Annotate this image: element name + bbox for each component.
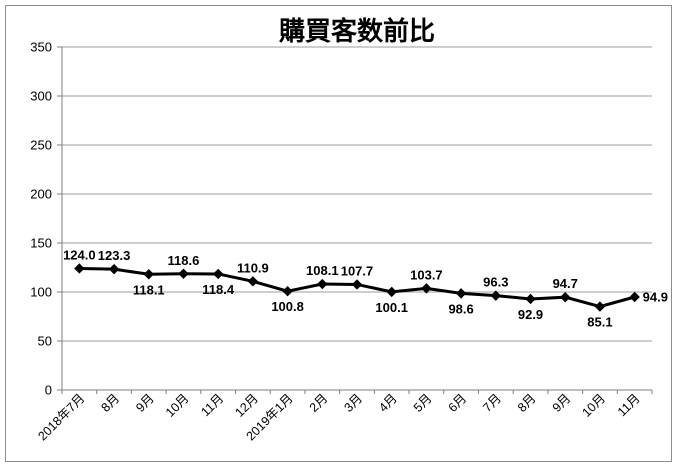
data-point-marker <box>386 286 397 298</box>
data-label: 118.6 <box>168 253 200 268</box>
y-axis-label: 100 <box>30 285 52 300</box>
data-label: 100.8 <box>271 299 304 314</box>
data-series <box>74 263 640 312</box>
y-axis-label: 350 <box>30 40 52 55</box>
data-point-marker <box>525 293 536 305</box>
data-label: 110.9 <box>237 260 269 275</box>
x-axis-ticks <box>61 390 653 394</box>
data-point-marker <box>455 288 467 299</box>
y-axis-label: 300 <box>30 89 52 104</box>
data-point-marker <box>490 290 502 301</box>
chart-border <box>5 5 672 462</box>
data-point-marker <box>594 301 606 312</box>
data-label: 123.3 <box>98 248 131 263</box>
data-point-marker <box>317 278 328 290</box>
data-label: 98.6 <box>448 301 473 316</box>
data-label: 85.1 <box>587 315 612 330</box>
data-label: 124.0 <box>63 247 96 262</box>
data-label: 94.7 <box>553 276 578 291</box>
y-axis-label: 250 <box>30 138 52 153</box>
data-point-marker <box>143 269 154 280</box>
axes <box>61 47 652 394</box>
data-point-marker <box>108 263 120 275</box>
chart-title: 購買客数前比 <box>279 16 435 46</box>
data-label: 107.7 <box>341 263 374 278</box>
y-axis-label: 50 <box>38 334 52 349</box>
data-point-marker <box>629 291 640 303</box>
data-label: 118.4 <box>202 282 235 297</box>
data-point-marker <box>351 279 363 290</box>
y-axis-label: 200 <box>30 187 52 202</box>
data-point-marker <box>560 291 571 303</box>
y-axis-ticks <box>57 46 62 391</box>
data-label: 118.1 <box>133 282 165 297</box>
data-label: 100.1 <box>375 300 408 315</box>
y-axis-labels: 0 50 100 150 200 250 300 350 <box>30 40 52 398</box>
data-label: 92.9 <box>518 307 543 322</box>
data-label: 103.7 <box>410 267 443 282</box>
data-label: 96.3 <box>483 275 508 290</box>
data-point-marker <box>247 276 259 287</box>
data-point-marker <box>74 263 85 274</box>
data-label: 108.1 <box>306 263 339 278</box>
data-label: 94.9 <box>643 289 668 304</box>
gridlines <box>62 46 652 342</box>
y-axis-label: 150 <box>30 236 52 251</box>
data-point-marker <box>212 268 224 280</box>
data-point-marker <box>421 283 432 294</box>
data-point-marker <box>282 286 293 297</box>
data-point-marker <box>178 268 189 279</box>
y-axis-label: 0 <box>45 383 52 398</box>
